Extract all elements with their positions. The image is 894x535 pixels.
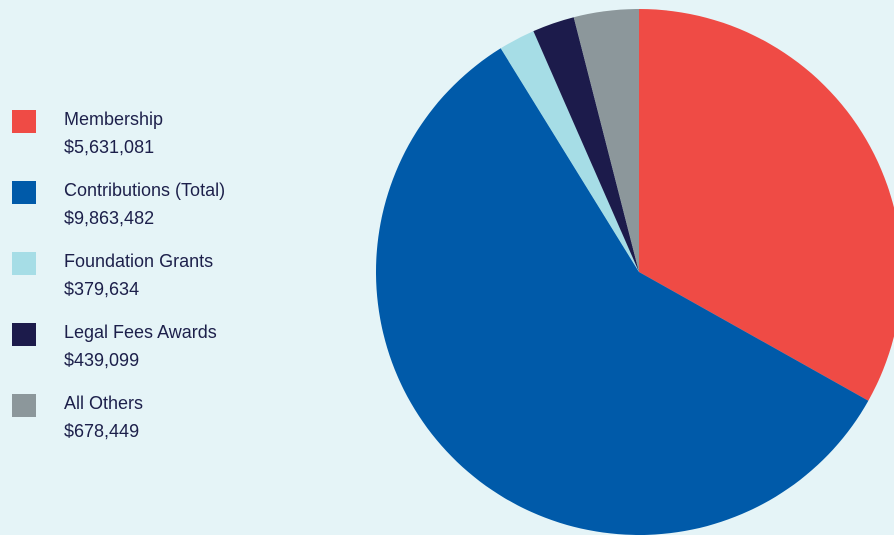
- legend-value: $678,449: [64, 421, 140, 441]
- legend-label: All Others: [64, 393, 144, 413]
- legend-value: $439,099: [64, 350, 140, 370]
- legend-label: Contributions (Total): [64, 180, 226, 200]
- pie-slice-contributions-total: [376, 48, 869, 535]
- legend-item-membership: Membership $5,631,081: [12, 108, 312, 179]
- pie-slice-legal-fees-awards: [533, 17, 639, 273]
- legend-swatch: [12, 110, 36, 133]
- legend-value: $9,863,482: [64, 208, 155, 228]
- pie-slice-membership: [639, 9, 894, 401]
- legend-label: Membership: [64, 109, 164, 129]
- legend-swatch: [12, 394, 36, 417]
- legend-swatch: [12, 252, 36, 275]
- legend-swatch: [12, 323, 36, 346]
- legend: Membership $5,631,081 Contributions (Tot…: [12, 108, 312, 463]
- legend-label: Legal Fees Awards: [64, 322, 217, 342]
- legend-value: $379,634: [64, 279, 140, 299]
- legend-label: Foundation Grants: [64, 251, 214, 271]
- legend-item-foundation-grants: Foundation Grants $379,634: [12, 250, 312, 321]
- pie-slice-all-others: [573, 9, 639, 272]
- legend-item-all-others: All Others $678,449: [12, 392, 312, 463]
- legend-swatch: [12, 181, 36, 204]
- pie-slice-foundation-grants: [500, 31, 639, 272]
- legend-item-legal-fees: Legal Fees Awards $439,099: [12, 321, 312, 392]
- legend-value: $5,631,081: [64, 137, 155, 157]
- legend-item-contributions: Contributions (Total) $9,863,482: [12, 179, 312, 250]
